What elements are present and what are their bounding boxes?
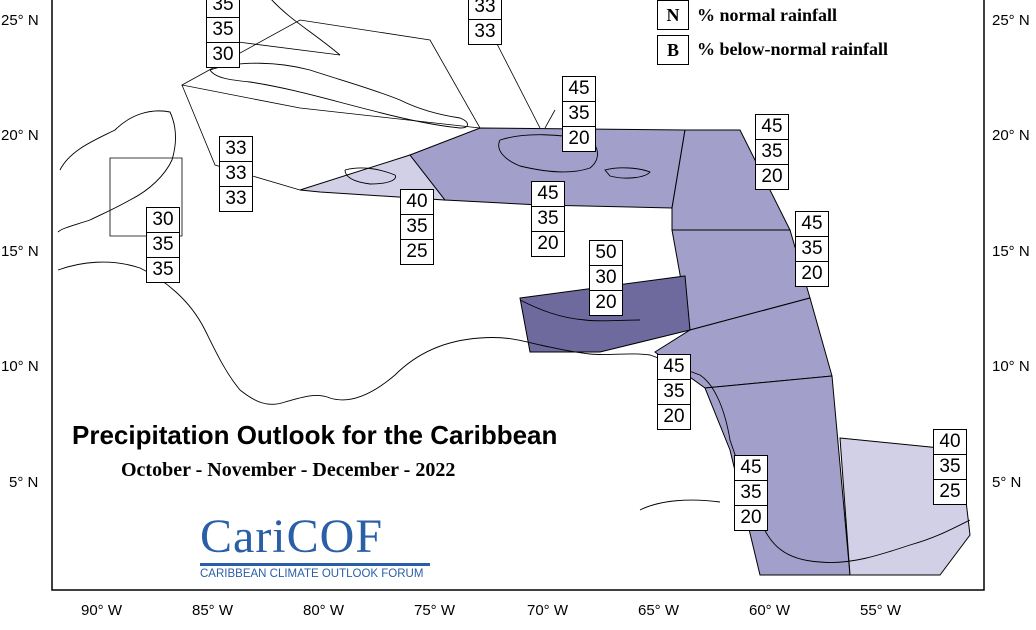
legend-label-normal: % normal rainfall: [697, 5, 837, 25]
prob-value: 45: [563, 77, 595, 102]
leader-lines: [237, 39, 556, 129]
x-tick-55w: 55° W: [860, 602, 902, 619]
x-tick-90w: 90° W: [81, 602, 123, 619]
prob-box-bahamas-west: 35 35 30: [206, 0, 240, 68]
prob-value: 33: [220, 137, 252, 162]
region-outline-cuba: [181, 84, 301, 191]
prob-value: 40: [401, 190, 433, 215]
prob-value: 45: [532, 182, 564, 207]
prob-value: 20: [595, 292, 617, 313]
prob-value: 35: [756, 140, 788, 165]
logo-tagline: CARIBBEAN CLIMATE OUTLOOK FORUM: [200, 568, 424, 580]
coastlines: [57, 0, 971, 563]
prob-value: 35: [147, 233, 179, 258]
prob-value: 20: [801, 263, 823, 284]
prob-box-dominican-republic: 45 35 20: [531, 181, 565, 257]
prob-value: 33: [220, 162, 252, 187]
y-tick-5n-left: 5° N: [9, 474, 39, 491]
prob-value: 30: [212, 44, 234, 65]
y-tick-20n-left: 20° N: [1, 127, 39, 144]
prob-value: 20: [761, 166, 783, 187]
prob-value: 35: [735, 481, 767, 506]
prob-box-central-lesser-antilles: 45 35 20: [795, 211, 829, 287]
prob-box-hispaniola-puerto-rico: 45 35 20: [562, 76, 596, 152]
logo-name-b: COF: [286, 510, 384, 563]
logo-name-a: Cari: [200, 510, 287, 563]
prob-value: 35: [563, 102, 595, 127]
y-tick-10n-right: 10° N: [992, 358, 1030, 375]
x-tick-85w: 85° W: [192, 602, 234, 619]
logo-wordmark: CariCOF: [200, 513, 430, 561]
legend-label-below: % below-normal rainfall: [697, 39, 888, 59]
prob-value: 20: [537, 233, 559, 254]
prob-value: 35: [658, 380, 690, 405]
map-title: Precipitation Outlook for the Caribbean: [72, 420, 558, 450]
prob-value: 33: [469, 0, 501, 20]
y-tick-20n-right: 20° N: [992, 127, 1030, 144]
legend-key-below: B: [657, 35, 689, 65]
prob-value: 35: [207, 18, 239, 43]
prob-box-abc-islands: 50 30 20: [589, 240, 623, 316]
x-tick-70w: 70° W: [527, 602, 569, 619]
legend-key-normal: N: [657, 0, 689, 30]
prob-box-jamaica: 40 35 25: [400, 189, 434, 265]
prob-value: 40: [934, 430, 966, 455]
x-tick-60w: 60° W: [749, 602, 791, 619]
prob-value: 35: [152, 259, 174, 280]
prob-value: 45: [735, 456, 767, 481]
prob-value: 20: [663, 406, 685, 427]
prob-box-greater-antilles-west: 33 33 33: [219, 136, 253, 212]
prob-value: 35: [401, 215, 433, 240]
map-subtitle: October - November - December - 2022: [121, 459, 456, 481]
prob-value: 45: [658, 355, 690, 380]
prob-value: 35: [207, 0, 239, 18]
x-tick-65w: 65° W: [638, 602, 680, 619]
prob-box-trinidad-tobago: 45 35 20: [657, 354, 691, 430]
prob-value: 25: [406, 241, 428, 262]
prob-value: 35: [532, 207, 564, 232]
map-frame: [51, 0, 985, 591]
prob-box-suriname-french-guiana: 40 35 25: [933, 429, 967, 505]
region-guyana: [704, 375, 851, 576]
prob-value: 20: [740, 507, 762, 528]
prob-value: 25: [939, 481, 961, 502]
prob-value: 30: [147, 208, 179, 233]
prob-box-northern-lesser-antilles: 45 35 20: [755, 114, 789, 190]
prob-value: 45: [796, 212, 828, 237]
logo-bar: [200, 563, 430, 566]
caricof-logo: CariCOF CARIBBEAN CLIMATE OUTLOOK FORUM: [200, 513, 430, 580]
region-outline-bahamas: [180, 19, 481, 129]
prob-box-guyana: 45 35 20: [734, 455, 768, 531]
prob-value: 20: [568, 128, 590, 149]
prob-box-bahamas-east: 33 33: [468, 0, 502, 45]
x-tick-80w: 80° W: [303, 602, 345, 619]
prob-value: 35: [934, 455, 966, 480]
prob-value: 33: [225, 188, 247, 209]
prob-value: 45: [756, 115, 788, 140]
y-tick-25n-left: 25° N: [1, 12, 39, 29]
prob-value: 33: [474, 21, 496, 42]
y-tick-15n-right: 15° N: [992, 243, 1030, 260]
prob-value: 30: [590, 266, 622, 291]
y-tick-5n-right: 5° N: [992, 474, 1022, 491]
prob-box-belize: 30 35 35: [146, 207, 180, 283]
y-tick-10n-left: 10° N: [1, 358, 39, 375]
prob-value: 50: [590, 241, 622, 266]
prob-value: 35: [796, 237, 828, 262]
x-tick-75w: 75° W: [414, 602, 456, 619]
y-tick-15n-left: 15° N: [1, 243, 39, 260]
y-tick-25n-right: 25° N: [992, 12, 1030, 29]
